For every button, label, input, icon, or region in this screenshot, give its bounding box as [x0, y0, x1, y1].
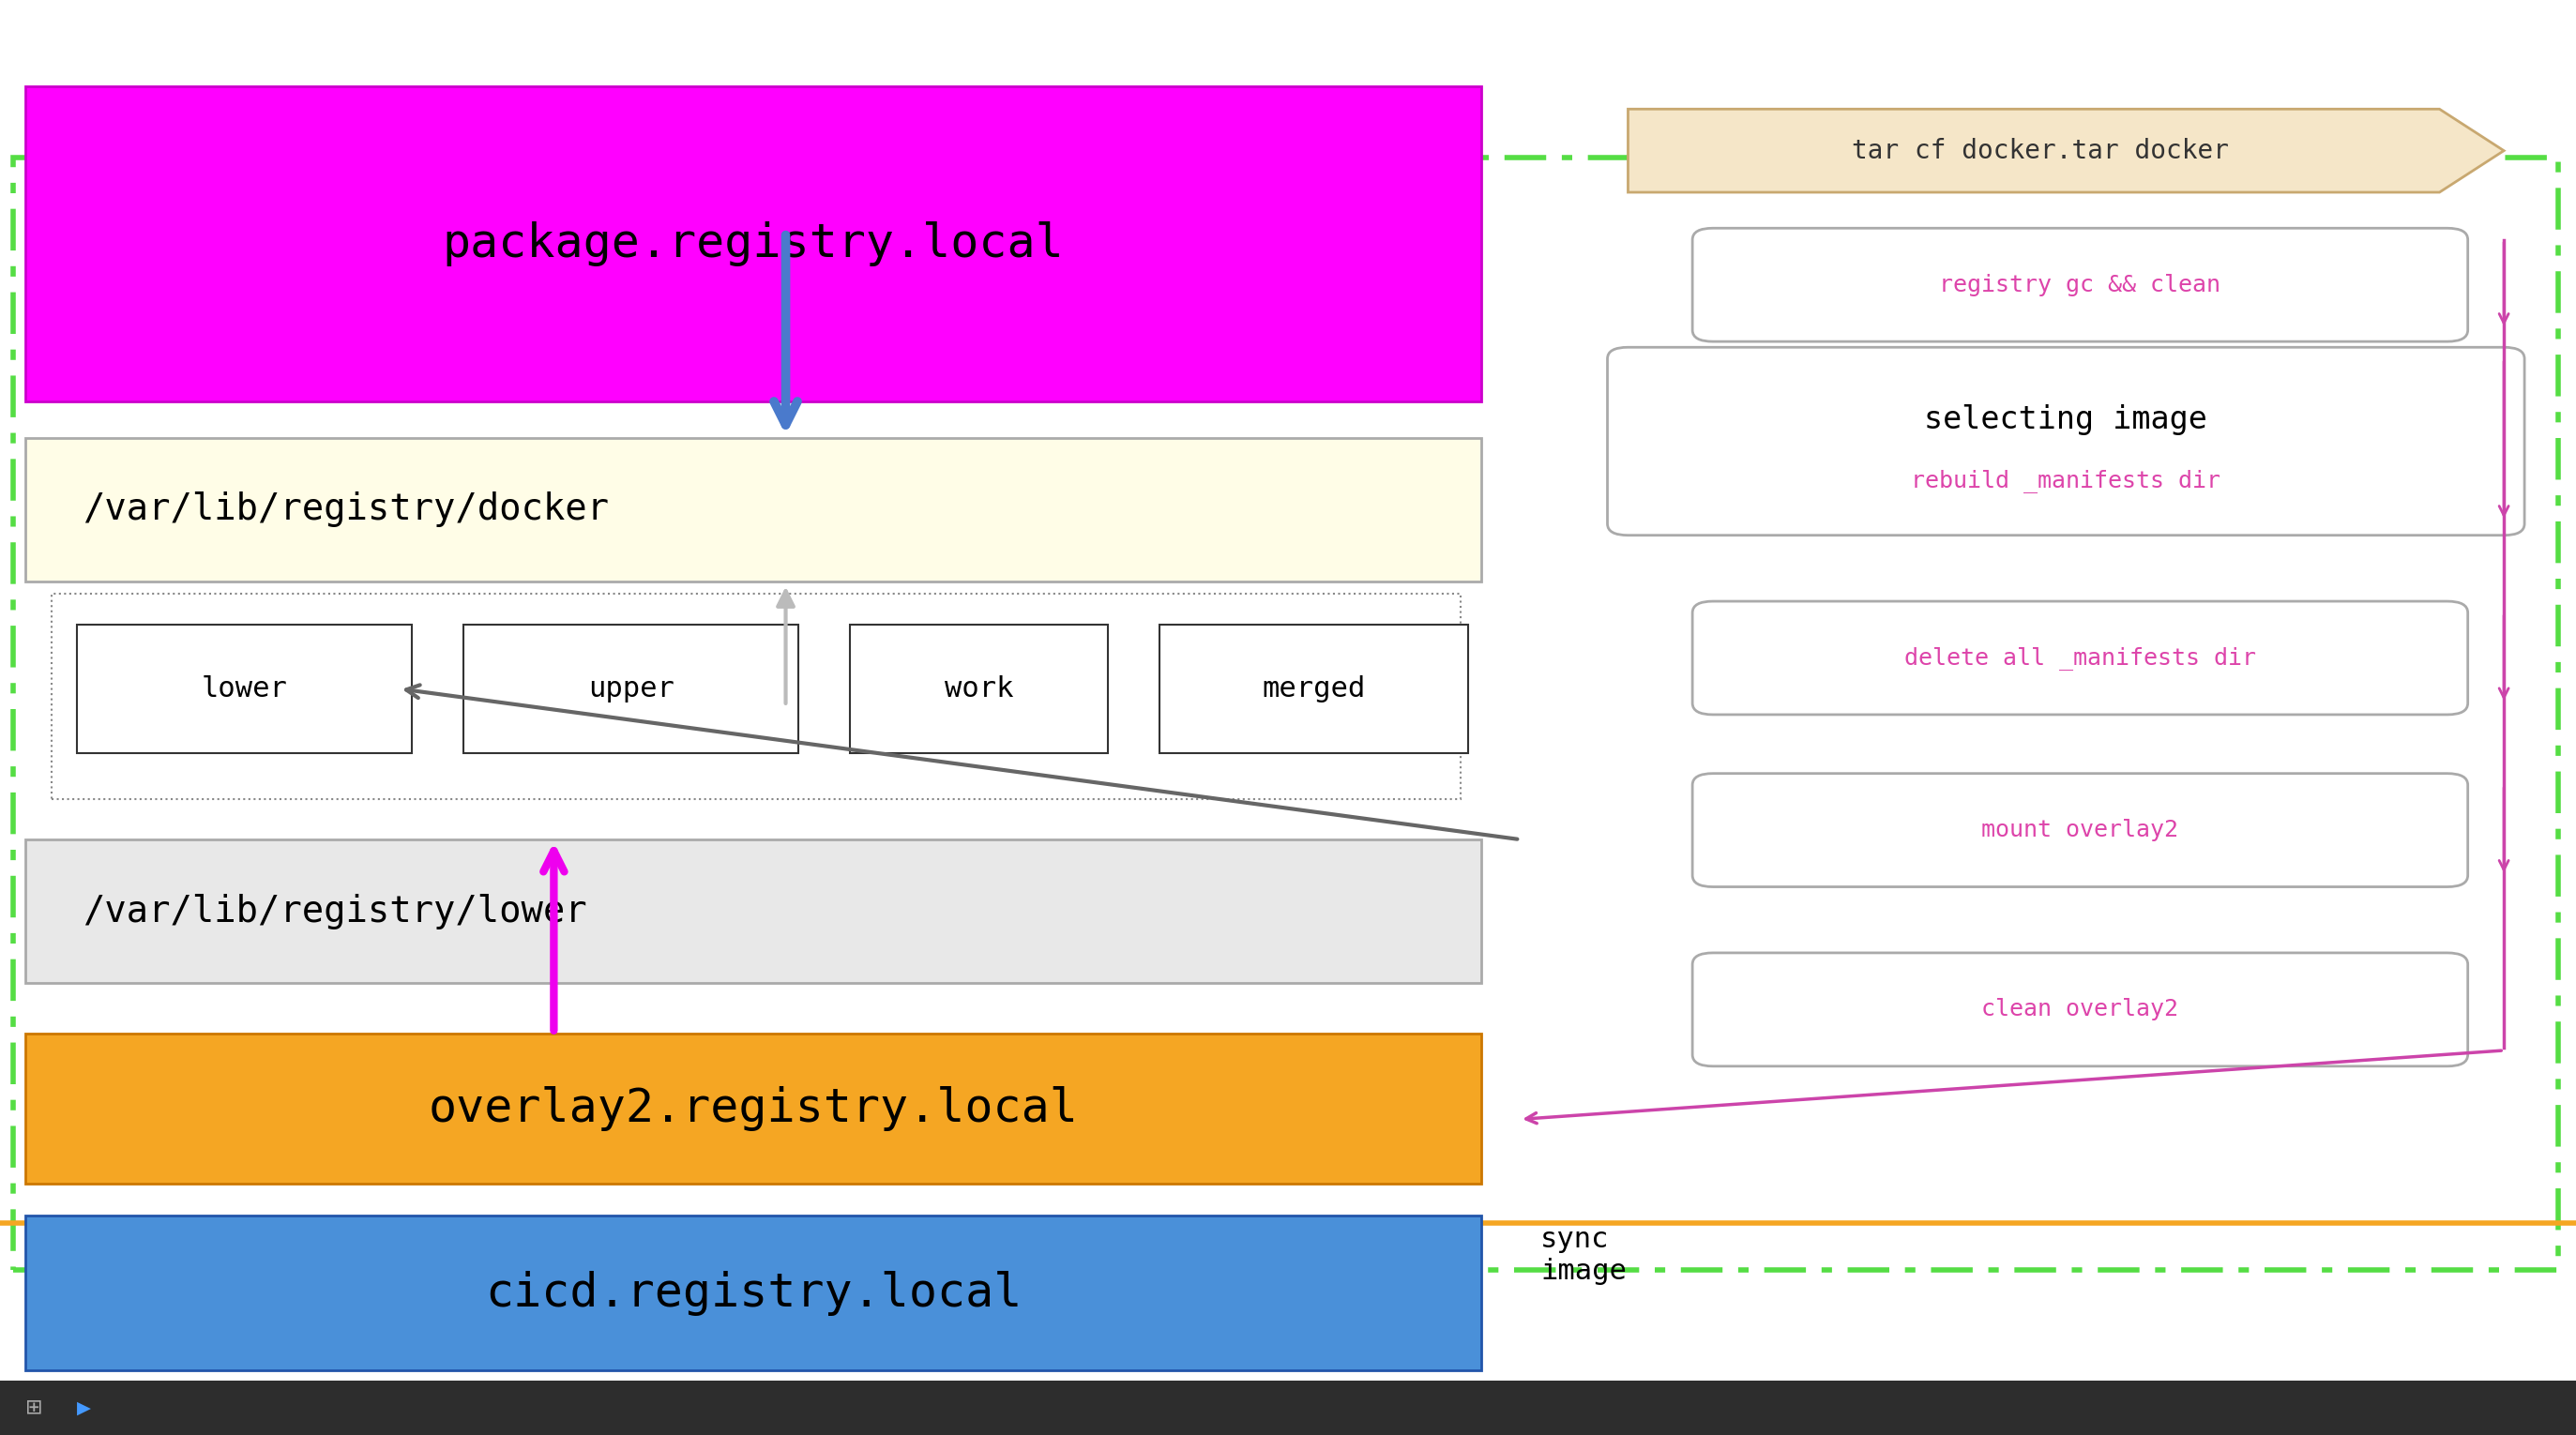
Bar [26, 1033, 1481, 1184]
Text: ⊞: ⊞ [26, 1398, 44, 1418]
Text: cicd.registry.local: cicd.registry.local [484, 1270, 1023, 1316]
Text: package.registry.local: package.registry.local [443, 221, 1064, 267]
Bar [26, 839, 1481, 983]
Polygon shape [1628, 109, 2504, 192]
Bar [77, 624, 412, 753]
Text: rebuild _manifests dir: rebuild _manifests dir [1911, 469, 2221, 492]
Text: upper: upper [587, 676, 675, 702]
Bar [26, 438, 1481, 581]
Bar [26, 1215, 1481, 1370]
FancyBboxPatch shape [1692, 601, 2468, 715]
FancyBboxPatch shape [1692, 773, 2468, 887]
Text: selecting image: selecting image [1924, 405, 2208, 435]
Text: clean overlay2: clean overlay2 [1981, 999, 2179, 1020]
Text: work: work [945, 676, 1012, 702]
Text: delete all _manifests dir: delete all _manifests dir [1904, 646, 2257, 670]
Text: /var/lib/registry/docker: /var/lib/registry/docker [82, 492, 608, 527]
Text: sync
image: sync image [1540, 1227, 1625, 1284]
Bar [13, 158, 2558, 1270]
Text: merged: merged [1262, 676, 1365, 702]
Text: mount overlay2: mount overlay2 [1981, 819, 2179, 841]
Bar [26, 86, 1481, 402]
FancyBboxPatch shape [1607, 347, 2524, 535]
FancyBboxPatch shape [1692, 228, 2468, 342]
Bar [464, 624, 799, 753]
Text: /var/lib/registry/lower: /var/lib/registry/lower [82, 894, 587, 928]
Bar [1159, 624, 1468, 753]
Bar [52, 594, 1461, 799]
Text: registry gc && clean: registry gc && clean [1940, 274, 2221, 296]
Text: lower: lower [201, 676, 289, 702]
Text: tar cf docker.tar docker: tar cf docker.tar docker [1852, 138, 2228, 164]
FancyBboxPatch shape [1692, 953, 2468, 1066]
Bar [0, 1380, 2576, 1435]
Text: ▶: ▶ [77, 1399, 90, 1416]
Bar [850, 624, 1108, 753]
Text: overlay2.registry.local: overlay2.registry.local [428, 1086, 1079, 1131]
